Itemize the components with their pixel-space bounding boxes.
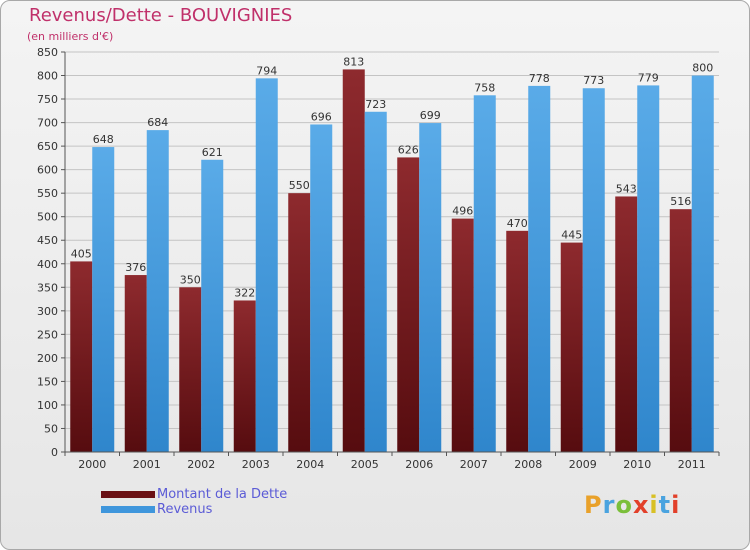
x-tick-label: 2008 [514, 458, 542, 471]
legend-label-revenue: Revenus [157, 502, 213, 517]
logo-letter: t [658, 491, 672, 519]
bar-revenue-2009 [582, 88, 605, 452]
data-label-revenue-2003: 794 [256, 64, 277, 77]
data-label-revenue-2004: 696 [311, 110, 332, 123]
data-label-debt-2002: 350 [180, 273, 201, 286]
x-tick-label: 2005 [351, 458, 379, 471]
legend-label-debt: Montant de la Dette [157, 487, 288, 502]
bar-revenue-2000 [92, 147, 115, 452]
data-label-revenue-2007: 758 [474, 81, 495, 94]
bar-debt-2000 [70, 261, 93, 452]
y-tick-label: 600 [37, 164, 58, 177]
data-label-revenue-2005: 723 [365, 98, 386, 111]
x-tick-label: 2001 [133, 458, 161, 471]
data-label-debt-2011: 516 [670, 195, 691, 208]
data-label-revenue-2010: 779 [638, 71, 659, 84]
bar-revenue-2007 [473, 95, 496, 452]
y-tick-label: 650 [37, 140, 58, 153]
data-label-debt-2003: 322 [234, 286, 255, 299]
bar-revenue-2008 [528, 85, 551, 452]
x-tick-label: 2000 [78, 458, 106, 471]
y-tick-label: 200 [37, 352, 58, 365]
data-label-revenue-2000: 648 [93, 133, 114, 146]
y-tick-label: 50 [44, 422, 58, 435]
bar-revenue-2003 [255, 78, 278, 453]
logo-letter: r [602, 491, 616, 519]
y-tick-label: 850 [37, 46, 58, 59]
bar-revenue-2006 [419, 123, 442, 452]
y-tick-label: 550 [37, 187, 58, 200]
x-tick-label: 2003 [242, 458, 270, 471]
bar-revenue-2001 [146, 130, 169, 452]
bar-debt-2004 [288, 193, 311, 453]
data-label-debt-2008: 470 [507, 217, 528, 230]
legend: Montant de la Dette Revenus [101, 487, 287, 517]
y-tick-label: 700 [37, 117, 58, 130]
y-tick-label: 0 [51, 446, 58, 459]
y-tick-label: 300 [37, 305, 58, 318]
bar-debt-2010 [615, 196, 638, 452]
y-tick-label: 100 [37, 399, 58, 412]
bar-debt-2006 [397, 157, 420, 453]
logo-letter: P [584, 491, 603, 519]
chart-title: Revenus/Dette - BOUVIGNIES [29, 5, 293, 26]
x-tick-label: 2007 [460, 458, 488, 471]
bar-debt-2008 [506, 230, 529, 452]
y-tick-label: 350 [37, 281, 58, 294]
x-tick-label: 2009 [569, 458, 597, 471]
legend-item-revenue: Revenus [101, 502, 287, 517]
y-tick-label: 150 [37, 375, 58, 388]
y-tick-label: 400 [37, 258, 58, 271]
data-label-debt-2010: 543 [616, 182, 637, 195]
logo-letter: o [615, 491, 633, 519]
bar-debt-2002 [179, 287, 202, 452]
logo-letter: i [671, 491, 681, 519]
x-tick-label: 2002 [187, 458, 215, 471]
data-label-debt-2007: 496 [452, 205, 473, 218]
bar-debt-2005 [342, 69, 365, 452]
data-label-debt-2005: 813 [343, 55, 364, 68]
data-label-revenue-2001: 684 [147, 116, 168, 129]
x-tick-label: 2006 [405, 458, 433, 471]
bar-debt-2001 [124, 275, 147, 452]
y-tick-label: 750 [37, 93, 58, 106]
chart-subtitle: (en milliers d'€) [27, 30, 114, 43]
bar-debt-2007 [451, 218, 474, 452]
x-tick-label: 2010 [623, 458, 651, 471]
bar-revenue-2010 [637, 85, 660, 452]
data-label-debt-2001: 376 [125, 261, 146, 274]
y-tick-label: 250 [37, 328, 58, 341]
logo-letter: x [632, 491, 650, 519]
bar-debt-2011 [669, 209, 692, 452]
x-tick-label: 2004 [296, 458, 324, 471]
bar-debt-2009 [560, 242, 583, 452]
bar-debt-2003 [233, 300, 256, 452]
data-label-revenue-2008: 778 [529, 72, 550, 85]
data-label-revenue-2006: 699 [420, 109, 441, 122]
y-tick-label: 450 [37, 234, 58, 247]
data-label-revenue-2009: 773 [583, 74, 604, 87]
x-tick-label: 2011 [678, 458, 706, 471]
legend-swatch-debt [101, 491, 155, 498]
y-tick-label: 500 [37, 211, 58, 224]
bar-revenue-2011 [691, 75, 714, 452]
proxiti-logo: Proxiti [584, 491, 680, 519]
data-label-debt-2004: 550 [289, 179, 310, 192]
logo-letter: i [649, 491, 659, 519]
data-label-debt-2000: 405 [71, 247, 92, 260]
bar-revenue-2005 [364, 111, 387, 452]
legend-item-debt: Montant de la Dette [101, 487, 287, 502]
data-label-debt-2006: 626 [398, 143, 419, 156]
data-label-debt-2009: 445 [561, 229, 582, 242]
data-label-revenue-2011: 800 [692, 62, 713, 75]
bar-revenue-2002 [201, 159, 224, 452]
y-tick-label: 800 [37, 70, 58, 83]
data-label-revenue-2002: 621 [202, 146, 223, 159]
legend-swatch-revenue [101, 506, 155, 513]
bar-revenue-2004 [310, 124, 333, 453]
